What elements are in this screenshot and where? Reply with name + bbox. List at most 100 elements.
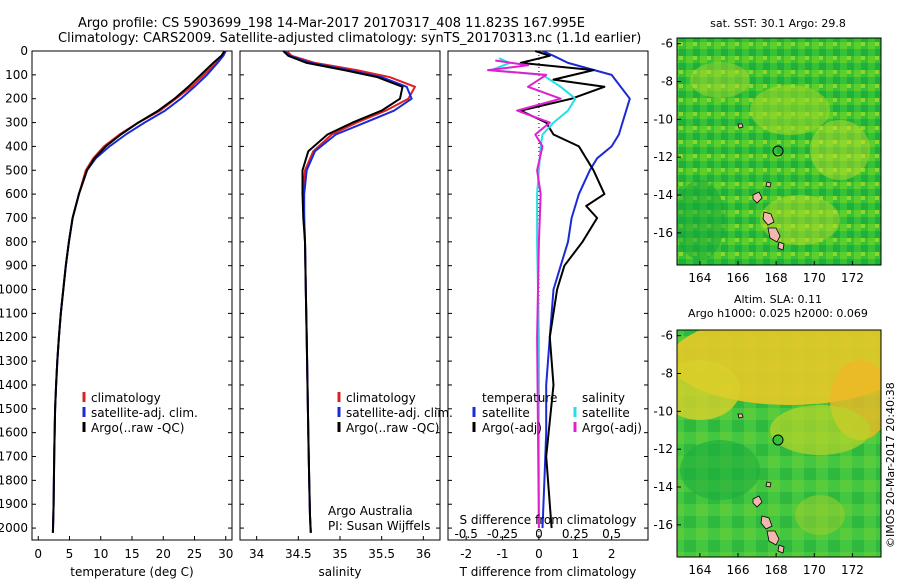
lat-tick-label: -10 [653, 112, 673, 126]
x-tick-label: 35.5 [368, 547, 395, 561]
x-tick-label: 15 [124, 547, 139, 561]
x-tick-label: 34 [249, 547, 264, 561]
lon-tick-label: 166 [727, 271, 750, 285]
difference-series [487, 50, 631, 529]
x-tick-label: 1 [571, 547, 579, 561]
y-tick-label: 0 [20, 44, 28, 58]
series-line-satellite-adj-clim [51, 50, 227, 533]
lon-tick-label: 170 [803, 271, 826, 285]
salinity-xlabel: salinity [318, 565, 361, 579]
legend-climatology: climatology [346, 391, 416, 405]
lat-tick-label: -8 [661, 367, 673, 381]
x2-tick-label: -0.25 [487, 527, 518, 541]
y-tick-label: 700 [5, 211, 28, 225]
island [767, 227, 781, 243]
legend-argo: Argo(..raw -QC) [346, 421, 439, 435]
y-tick-label: 1100 [0, 306, 28, 320]
legend-t-argo: Argo(-adj) [482, 421, 542, 435]
x-tick-label: 0 [535, 547, 543, 561]
sst-map-frame [676, 37, 882, 266]
x-tick-label: 35 [332, 547, 347, 561]
temperature-series [51, 50, 227, 533]
lon-tick-label: 168 [765, 271, 788, 285]
lon-tick-label: 172 [841, 563, 864, 577]
x-tick-label: 30 [218, 547, 233, 561]
difference-legend: temperature satellite Argo(-adj) salinit… [472, 391, 642, 435]
x-tick-label: 25 [187, 547, 202, 561]
imos-credit: ©IMOS 20-Mar-2017 20:40:38 [884, 382, 897, 548]
island [777, 544, 785, 554]
lat-tick-label: -6 [661, 37, 673, 51]
series-line-s-satellite [490, 57, 577, 529]
x2-tick-label: 0.5 [602, 527, 621, 541]
sla-map-title2: Argo h1000: 0.025 h2000: 0.069 [688, 307, 868, 320]
y-tick-label: 1000 [0, 283, 28, 297]
lon-tick-label: 166 [727, 563, 750, 577]
x-tick-label: -1 [497, 547, 509, 561]
x-tick-label: 36 [416, 547, 431, 561]
island [765, 181, 772, 188]
x2-tick-label: -0.5 [454, 527, 477, 541]
x-tick-label: 10 [93, 547, 108, 561]
x-tick-label: 0 [34, 547, 42, 561]
sla-map-lon-axis: 164 166 168 170 172 [688, 553, 864, 577]
title-line2: Climatology: CARS2009. Satellite-adjuste… [58, 31, 641, 46]
y-tick-label: 800 [5, 235, 28, 249]
x-tick-label: 20 [156, 547, 171, 561]
lat-tick-label: -8 [661, 75, 673, 89]
lat-tick-label: -14 [653, 480, 673, 494]
x-tick-label: 34.5 [285, 547, 312, 561]
temperature-xlabel: temperature (deg C) [70, 565, 193, 579]
legend-temperature-heading: temperature [482, 391, 557, 405]
sst-warm-patch [690, 62, 750, 98]
y-tick-label: 400 [5, 139, 28, 153]
y-tick-label: 1700 [0, 450, 28, 464]
legend-argo: Argo(..raw -QC) [91, 421, 184, 435]
series-line-t-argo-adj [519, 50, 606, 529]
y-tick-label: 1400 [0, 378, 28, 392]
sst-warm-patch [750, 85, 830, 135]
y-tick-label: 100 [5, 68, 28, 82]
sst-warm-patch [810, 120, 870, 180]
argo-location-marker [772, 434, 784, 446]
y-tick-label: 600 [5, 187, 28, 201]
s-difference-xlabel: S difference from climatology [460, 513, 637, 527]
island [760, 515, 773, 530]
temperature-legend: climatology satellite-adj. clim. Argo(..… [82, 391, 198, 435]
sst-warm-patch [760, 195, 840, 245]
lat-tick-label: -16 [653, 226, 673, 240]
salinity-panel: 34 34.5 35 35.5 36 climatology satellite-adj… [239, 50, 453, 579]
sla-map: Altim. SLA: 0.11 Argo h1000: 0.025 h2000… [653, 293, 882, 577]
lat-tick-label: -16 [653, 518, 673, 532]
legend-salinity-heading: salinity [582, 391, 625, 405]
argo-location-marker [772, 145, 784, 157]
sst-map-lon-axis: 164 166 168 170 172 [688, 261, 864, 285]
temperature-panel: 0100200300400500600700800900100011001200… [0, 44, 648, 579]
legend-s-satellite: satellite [582, 406, 630, 420]
y-tick-label: 1900 [0, 497, 28, 511]
s-difference-x-axis: -0.5 -0.25 0 0.25 0.5 [454, 527, 621, 541]
sst-map: sat. SST: 30.1 Argo: 29.8 -6-8-10-12-14-… [653, 17, 882, 285]
island [737, 413, 744, 419]
sst-cool-patch [677, 180, 725, 260]
sla-map-lat-axis: -6 -8 -10 -12 -14 -16 [653, 329, 681, 532]
island [765, 481, 772, 488]
difference-panel: -2 -1 0 1 2 -0.5 -0.25 0 0.25 0.5 temperature sa… [447, 50, 649, 579]
annotation-pi: PI: Susan Wijffels [328, 519, 430, 533]
y-tick-label: 2000 [0, 521, 28, 535]
island [737, 123, 744, 129]
sla-high-patch [677, 360, 740, 420]
lon-tick-label: 172 [841, 271, 864, 285]
lon-tick-label: 164 [688, 271, 711, 285]
island [752, 495, 763, 508]
lon-tick-label: 164 [688, 563, 711, 577]
legend-climatology: climatology [91, 391, 161, 405]
legend-t-satellite: satellite [482, 406, 530, 420]
sla-mid-patch [770, 405, 870, 455]
island [762, 211, 775, 226]
lat-tick-label: -14 [653, 188, 673, 202]
title-line1: Argo profile: CS 5903699_198 14-Mar-2017… [78, 16, 585, 31]
y-tick-label: 1300 [0, 354, 28, 368]
legend-s-argo: Argo(-adj) [582, 421, 642, 435]
x-tick-label: 2 [608, 547, 616, 561]
